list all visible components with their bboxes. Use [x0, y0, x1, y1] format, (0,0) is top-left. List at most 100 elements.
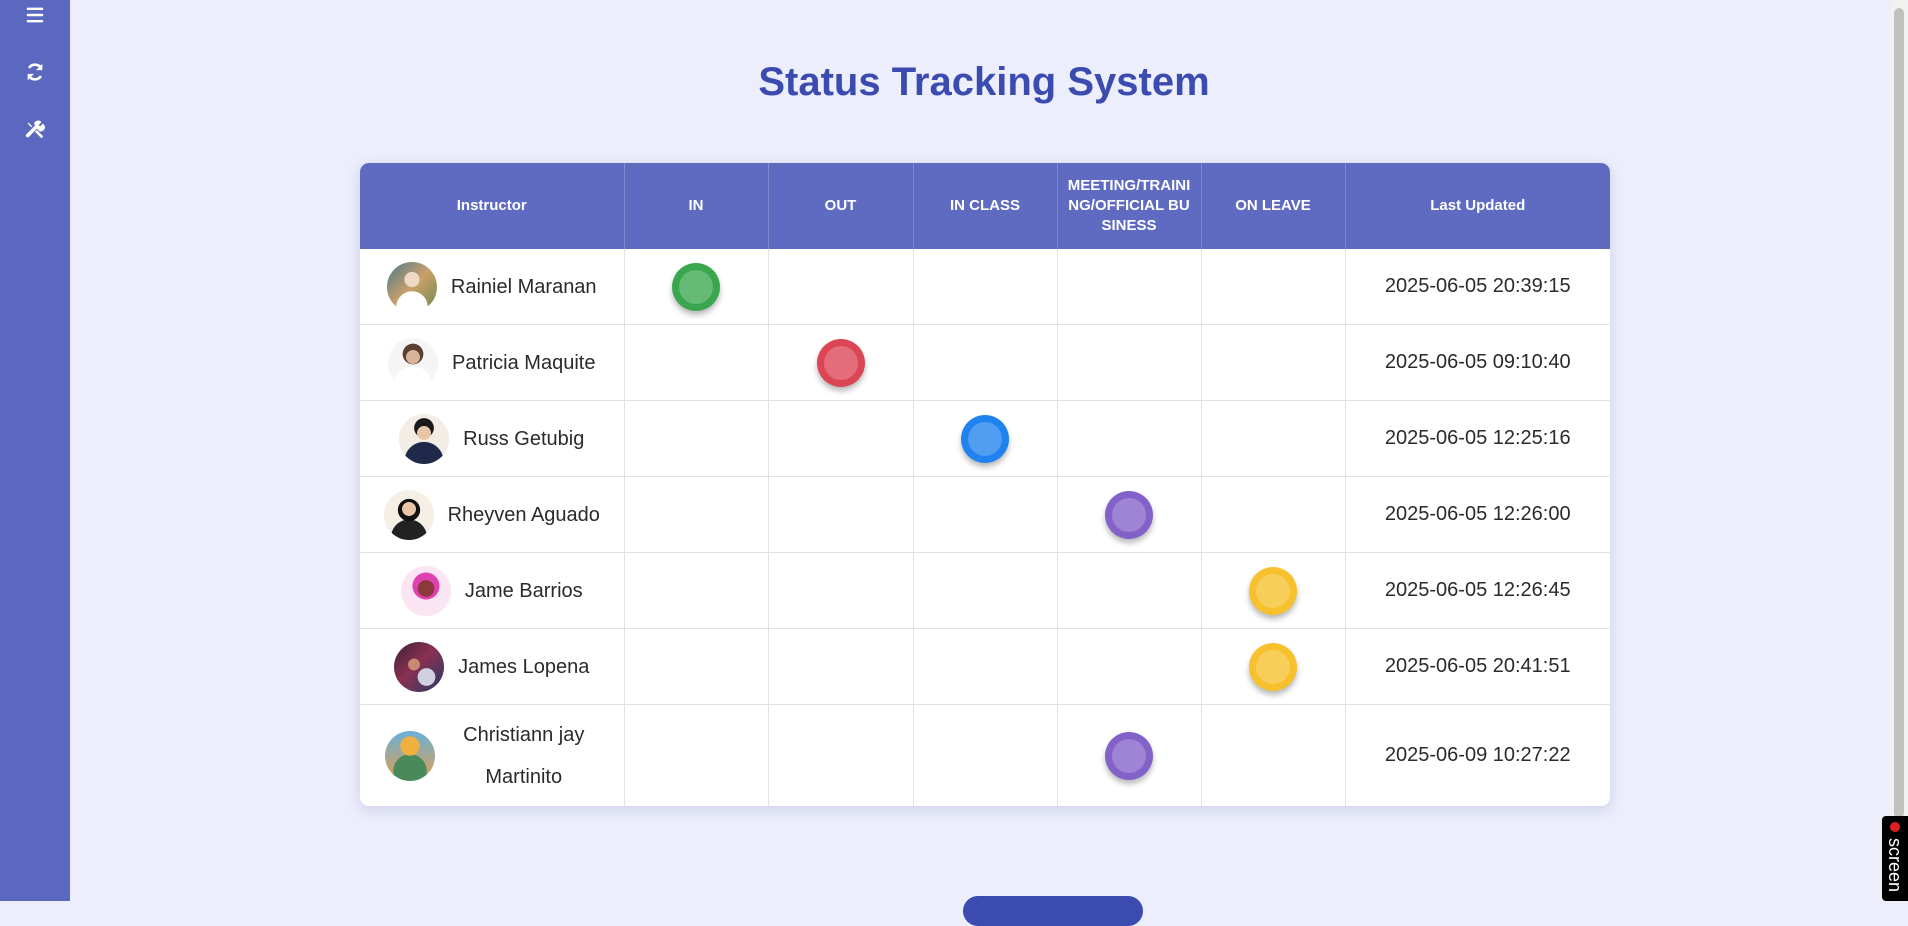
instructor-cell: Russ Getubig [360, 400, 625, 477]
last-updated-cell: 2025-06-05 09:10:40 [1345, 324, 1610, 401]
status-cell-in[interactable] [624, 249, 769, 325]
last-updated-timestamp: 2025-06-05 12:26:00 [1384, 503, 1571, 525]
status-cell-out[interactable] [768, 552, 914, 629]
record-icon [1890, 822, 1900, 832]
status-cell-meeting[interactable] [1057, 628, 1202, 705]
table-body: Rainiel Maranan 2025-06-05 20:39:15 Patric… [360, 249, 1610, 806]
instructor-cell: James Lopena [360, 628, 625, 705]
status-indicator-in-class[interactable] [961, 414, 1009, 463]
status-cell-out[interactable] [768, 400, 914, 477]
status-cell-on-leave[interactable] [1201, 628, 1346, 705]
last-updated-cell: 2025-06-05 20:41:51 [1345, 628, 1610, 705]
status-cell-on-leave[interactable] [1201, 400, 1346, 477]
menu-icon [26, 7, 44, 23]
page-scrollbar[interactable] [1890, 0, 1908, 901]
last-updated-cell: 2025-06-05 20:39:15 [1345, 249, 1610, 325]
instructor-info: Christiann jay Martinito [360, 714, 624, 798]
status-cell-meeting[interactable] [1057, 324, 1202, 401]
avatar [400, 565, 451, 616]
header-last-updated: Last Updated [1345, 163, 1610, 249]
tools-icon [25, 120, 45, 139]
status-cell-on-leave[interactable] [1201, 704, 1346, 806]
status-cell-in-class[interactable] [913, 628, 1058, 705]
last-updated-timestamp: 2025-06-09 10:27:22 [1384, 744, 1571, 766]
menu-button[interactable] [0, 0, 70, 35]
instructor-name: Rainiel Maranan [450, 275, 597, 298]
status-cell-on-leave[interactable] [1201, 324, 1346, 401]
header-on-leave: ON LEAVE [1201, 163, 1346, 249]
table-row: James Lopena 2025-06-05 20:41:51 [360, 628, 1610, 705]
table-row: Christiann jay Martinito 2025-06-09 10:27… [360, 704, 1610, 806]
status-cell-in[interactable] [624, 400, 769, 477]
last-updated-timestamp: 2025-06-05 09:10:40 [1384, 351, 1571, 373]
last-updated-timestamp: 2025-06-05 20:39:15 [1384, 275, 1571, 297]
status-cell-in-class[interactable] [913, 324, 1058, 401]
table-row: Rheyven Aguado 2025-06-05 12:26:00 [360, 476, 1610, 553]
status-indicator-in[interactable] [672, 262, 720, 311]
instructor-name: Patricia Maquite [452, 351, 596, 374]
status-cell-out[interactable] [768, 704, 914, 806]
status-cell-out[interactable] [768, 324, 914, 401]
status-cell-in[interactable] [624, 552, 769, 629]
avatar [399, 413, 450, 464]
last-updated-timestamp: 2025-06-05 12:25:16 [1384, 427, 1571, 449]
status-cell-in-class[interactable] [913, 552, 1058, 629]
last-updated-cell: 2025-06-05 12:25:16 [1345, 400, 1610, 477]
header-out: OUT [768, 163, 914, 249]
scrollbar-thumb[interactable] [1894, 8, 1904, 818]
instructor-cell: Christiann jay Martinito [360, 704, 625, 806]
last-updated-timestamp: 2025-06-05 20:41:51 [1384, 655, 1571, 677]
header-in-class: IN CLASS [913, 163, 1058, 249]
status-indicator-on-leave[interactable] [1249, 566, 1297, 615]
status-cell-out[interactable] [768, 249, 914, 325]
instructor-name: Russ Getubig [463, 427, 585, 450]
status-table-card: Instructor IN OUT IN CLASS MEETING/TRAIN… [360, 163, 1610, 806]
header-in: IN [624, 163, 769, 249]
status-indicator-on-leave[interactable] [1249, 642, 1297, 691]
status-indicator-out[interactable] [816, 338, 865, 387]
status-cell-in-class[interactable] [913, 249, 1058, 325]
instructor-cell: Rheyven Aguado [360, 476, 625, 553]
header-meeting: MEETING/TRAINING/OFFICIAL BUSINESS [1057, 163, 1202, 249]
status-cell-out[interactable] [768, 476, 914, 553]
avatar [386, 261, 437, 312]
status-cell-meeting[interactable] [1057, 249, 1202, 325]
instructor-name: Rheyven Aguado [447, 503, 600, 526]
status-indicator-meeting[interactable] [1105, 490, 1153, 539]
status-cell-in[interactable] [624, 628, 769, 705]
instructor-info: Jame Barrios [360, 565, 624, 616]
status-cell-meeting[interactable] [1057, 476, 1202, 553]
status-table: Instructor IN OUT IN CLASS MEETING/TRAIN… [360, 163, 1610, 806]
status-cell-in-class[interactable] [913, 476, 1058, 553]
status-cell-in-class[interactable] [913, 704, 1058, 806]
status-cell-meeting[interactable] [1057, 704, 1202, 806]
avatar [388, 337, 439, 388]
recorder-label: screen [1885, 838, 1905, 893]
instructor-name: James Lopena [458, 655, 590, 678]
status-cell-in[interactable] [624, 324, 769, 401]
screen-recorder-badge[interactable]: screen [1882, 816, 1908, 901]
instructor-info: Russ Getubig [360, 413, 624, 464]
instructor-info: James Lopena [360, 641, 624, 692]
tools-button[interactable] [0, 110, 70, 150]
status-cell-out[interactable] [768, 628, 914, 705]
instructor-info: Rheyven Aguado [360, 489, 624, 540]
status-cell-in[interactable] [624, 476, 769, 553]
main-content: Status Tracking System Instructor IN OUT… [70, 0, 1878, 926]
refresh-button[interactable] [0, 52, 70, 92]
last-updated-timestamp: 2025-06-05 12:26:45 [1384, 579, 1571, 601]
status-cell-in[interactable] [624, 704, 769, 806]
status-cell-on-leave[interactable] [1201, 249, 1346, 325]
status-cell-meeting[interactable] [1057, 400, 1202, 477]
table-row: Rainiel Maranan 2025-06-05 20:39:15 [360, 249, 1610, 325]
status-cell-on-leave[interactable] [1201, 552, 1346, 629]
instructor-cell: Rainiel Maranan [360, 249, 625, 325]
avatar [394, 641, 445, 692]
status-cell-in-class[interactable] [913, 400, 1058, 477]
status-cell-on-leave[interactable] [1201, 476, 1346, 553]
sidebar [0, 0, 70, 901]
status-cell-meeting[interactable] [1057, 552, 1202, 629]
avatar [384, 730, 435, 781]
instructor-cell: Jame Barrios [360, 552, 625, 629]
status-indicator-meeting[interactable] [1105, 731, 1153, 780]
